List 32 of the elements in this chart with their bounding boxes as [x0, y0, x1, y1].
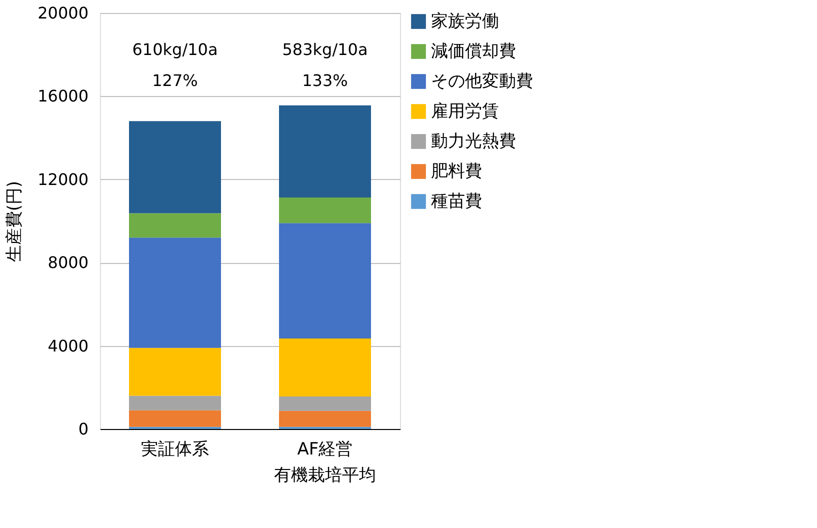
- legend-label: 種苗費: [431, 192, 482, 212]
- legend-label: 家族労働: [431, 12, 499, 32]
- bar: [279, 396, 371, 411]
- annotation: 610kg/10a: [132, 40, 218, 59]
- y-tick-label: 8000: [48, 253, 88, 272]
- legend-label: 減価償却費: [431, 42, 516, 62]
- y-tick-label: 4000: [48, 336, 88, 356]
- bar: [279, 410, 371, 427]
- y-axis-title: 生産費(円): [4, 180, 25, 262]
- legend-label: 雇用労賃: [431, 102, 499, 122]
- bar: [129, 238, 221, 348]
- bar: [279, 105, 371, 198]
- x-tick-label: AF経営有機栽培平均: [274, 440, 376, 486]
- y-tick-label: 20000: [38, 4, 88, 22]
- x-tick-label: 実証体系: [141, 440, 209, 460]
- annotation: 127%: [152, 70, 198, 90]
- bar: [129, 348, 221, 396]
- bar: [129, 213, 221, 238]
- bar: [129, 121, 221, 214]
- annotation: 583kg/10a: [282, 40, 368, 59]
- bar: [129, 410, 221, 427]
- legend-label: 動力光熱費: [431, 132, 516, 152]
- bar: [129, 396, 221, 410]
- annotation: 133%: [302, 70, 348, 90]
- bar: [279, 338, 371, 397]
- legend-label: その他変動費: [431, 72, 533, 92]
- bar: [279, 223, 371, 339]
- bar: [279, 197, 371, 224]
- y-tick-label: 16000: [38, 86, 88, 106]
- y-tick-label: 0: [78, 420, 88, 438]
- legend-label: 肥料費: [431, 162, 482, 182]
- y-tick-label: 12000: [38, 170, 88, 189]
